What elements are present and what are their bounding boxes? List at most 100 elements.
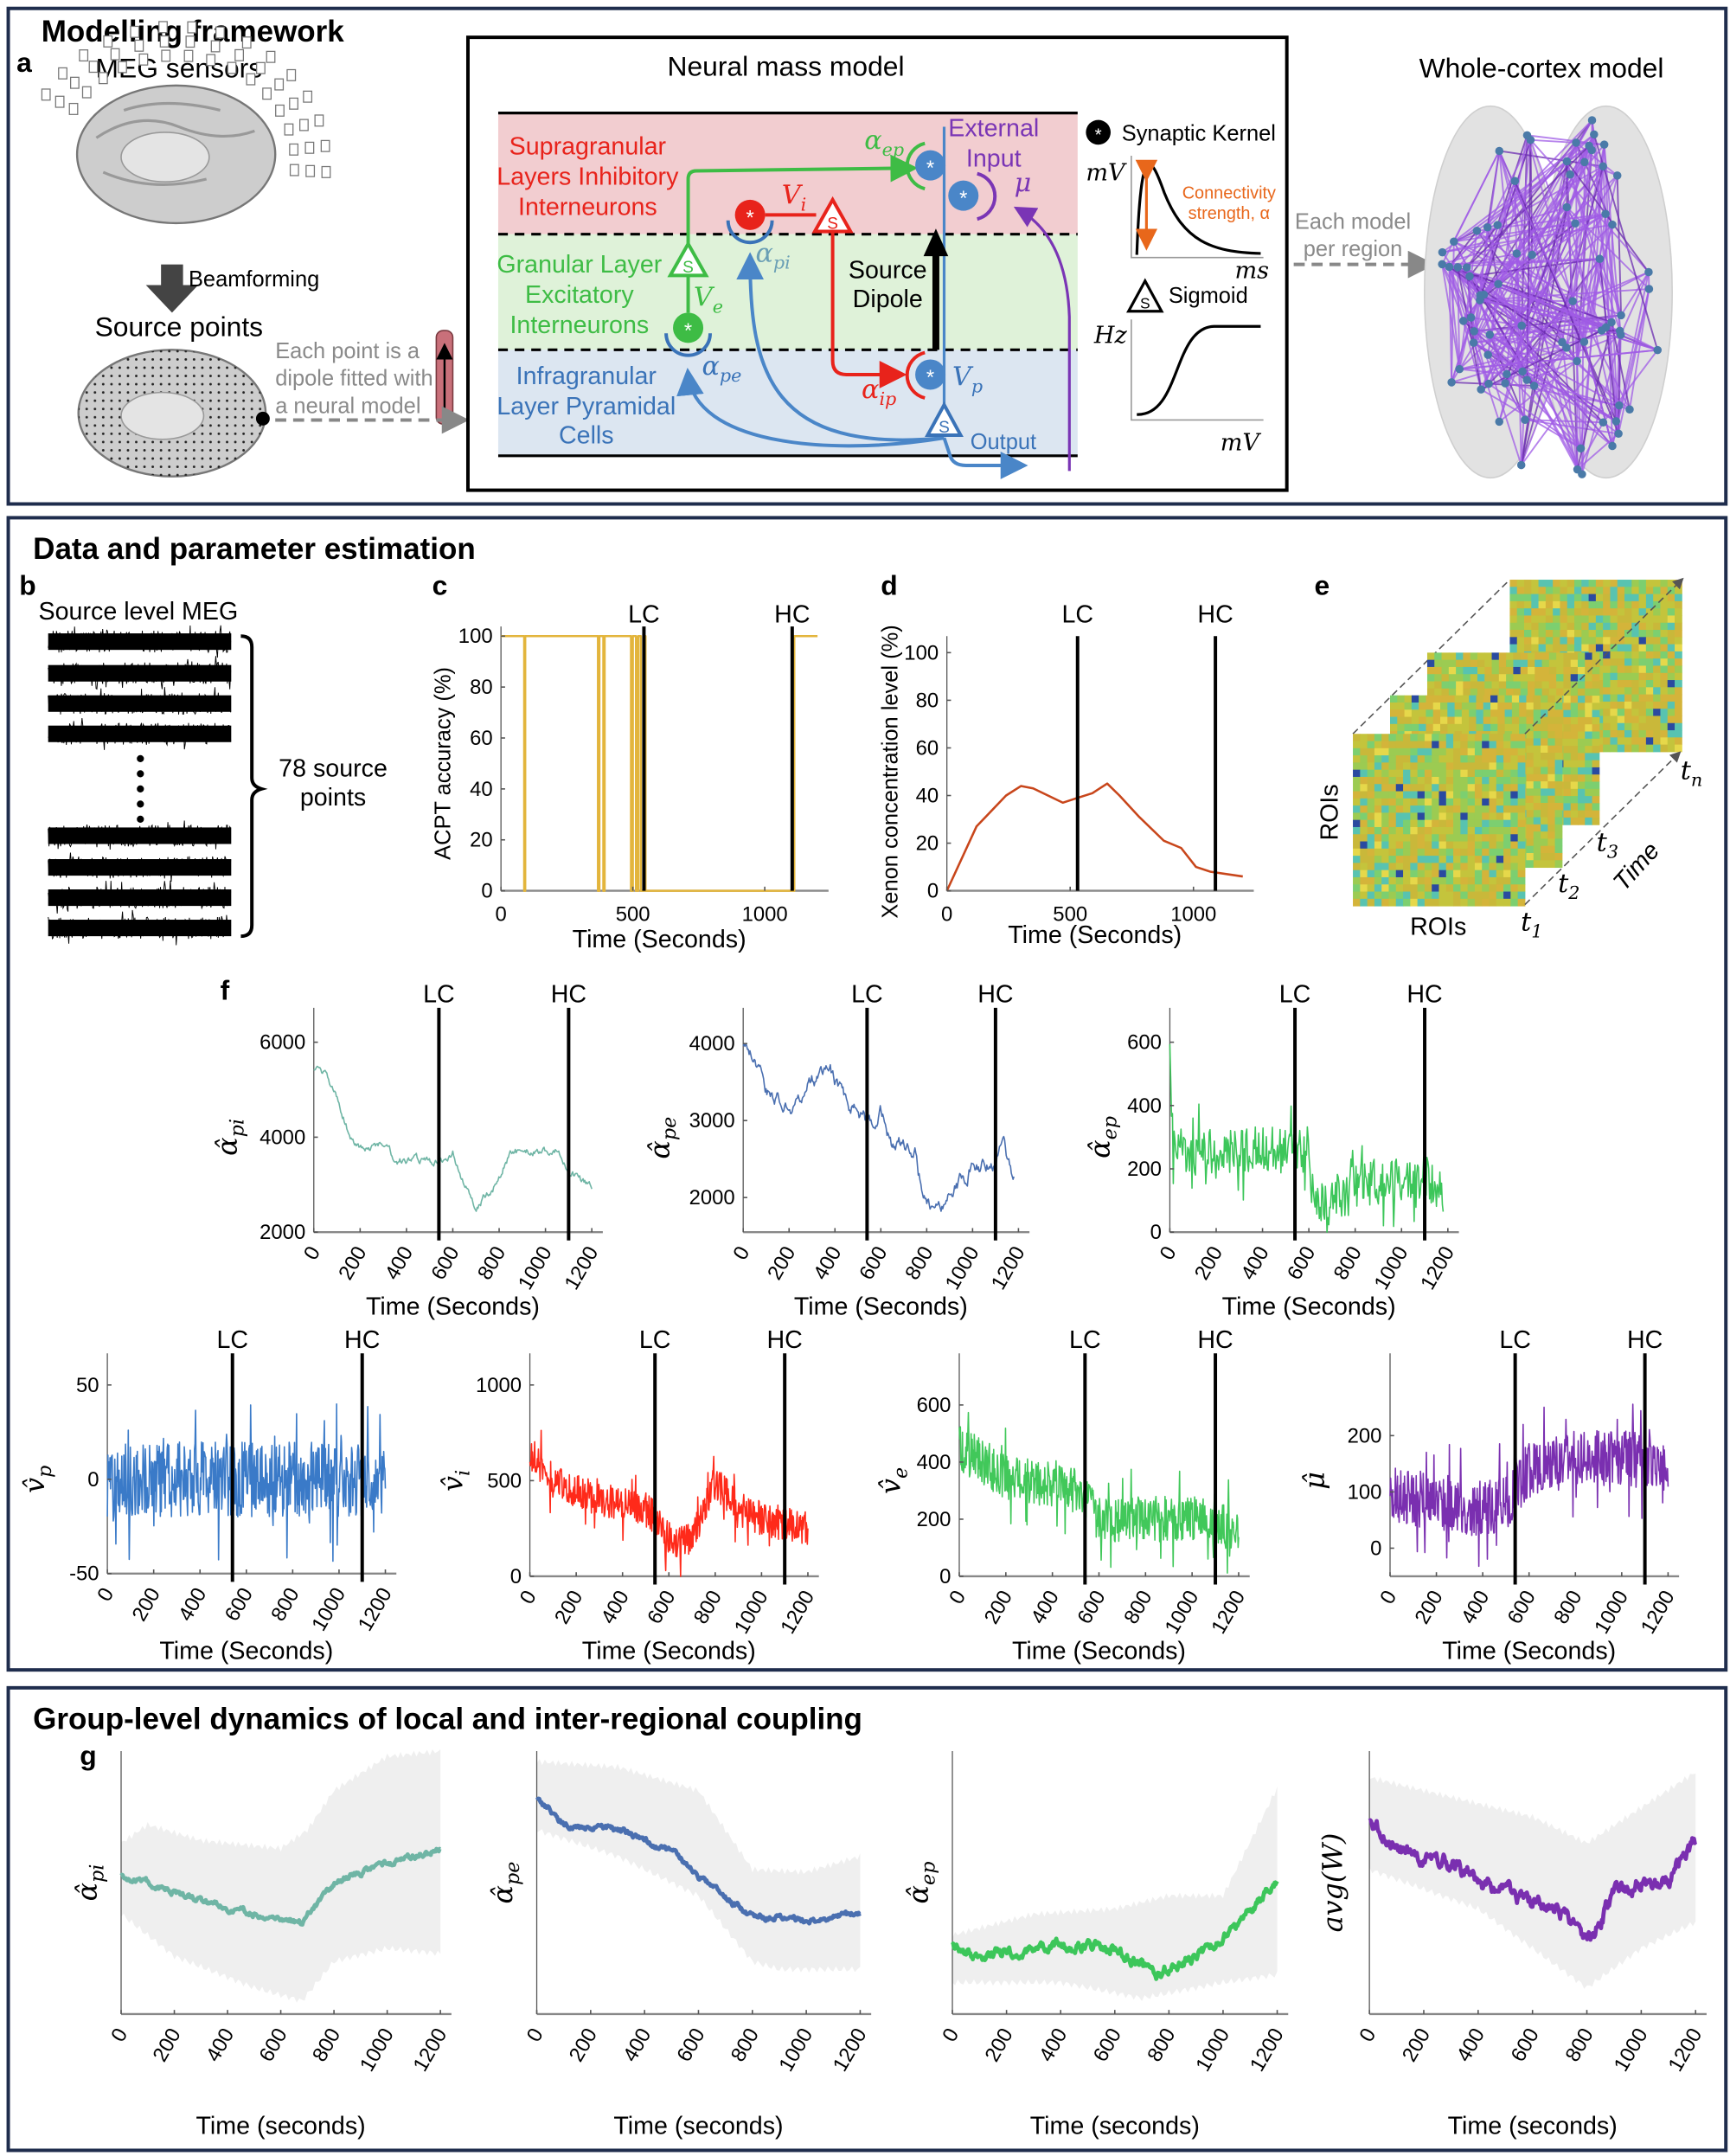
matrix-cell: [1388, 805, 1397, 813]
matrix-cell: [1519, 702, 1527, 710]
network-node: [1522, 131, 1532, 140]
matrix-cell: [1592, 731, 1600, 740]
matrix-cell: [1482, 791, 1490, 799]
matrix-cell: [1403, 776, 1411, 785]
matrix-cell: [1667, 744, 1676, 753]
matrix-cell: [1653, 615, 1661, 624]
network-edge: [1465, 266, 1508, 375]
meg-trace-core: [48, 633, 232, 651]
matrix-cell: [1489, 791, 1497, 799]
y-tick-label: 80: [470, 676, 493, 699]
matrix-cell: [1585, 716, 1593, 725]
matrix-cell: [1456, 674, 1464, 682]
matrix-cell: [1482, 748, 1490, 756]
matrix-cell: [1667, 701, 1676, 709]
matrix-cell: [1526, 767, 1535, 775]
matrix-cell: [1574, 644, 1582, 652]
sensor-square: [134, 39, 144, 52]
matrix-cell: [1367, 884, 1375, 893]
matrix-cell: [1503, 741, 1511, 749]
matrix-cell: [1581, 615, 1590, 624]
matrix-cell: [1390, 695, 1398, 703]
matrix-cell: [1563, 681, 1572, 690]
excitatory-kernel-icon: *: [673, 312, 704, 343]
network-edge: [1616, 175, 1623, 316]
matrix-cell: [1554, 860, 1563, 869]
matrix-cell: [1506, 666, 1514, 675]
matrix-cell: [1367, 863, 1375, 871]
matrix-cell: [1460, 769, 1469, 778]
matrix-cell: [1417, 755, 1426, 763]
matrix-cell: [1367, 805, 1375, 813]
series-line: [529, 1429, 809, 1577]
matrix-cell: [1541, 795, 1548, 804]
rois-x-label: ROIs: [1410, 914, 1466, 941]
matrix-cell: [1603, 658, 1611, 666]
matrix-cell: [1395, 805, 1404, 813]
matrix-cell: [1403, 769, 1411, 778]
network-edge: [1457, 266, 1461, 369]
matrix-cell: [1624, 600, 1632, 609]
matrix-cell: [1395, 791, 1404, 799]
t1-label: t1: [1521, 908, 1542, 942]
matrix-cell: [1381, 776, 1389, 785]
matrix-cell: [1467, 876, 1476, 885]
matrix-cell: [1510, 784, 1519, 792]
matrix-cell: [1547, 817, 1556, 825]
matrix-cell: [1610, 715, 1618, 724]
matrix-cell: [1585, 774, 1593, 782]
matrix-cell: [1610, 615, 1618, 624]
matrix-cell: [1367, 734, 1375, 741]
matrix-cell: [1489, 884, 1497, 893]
matrix-cell: [1470, 652, 1478, 661]
x-tick-label: 0: [496, 903, 507, 927]
matrix-cell: [1517, 805, 1526, 813]
matrix-cell: [1570, 731, 1579, 740]
matrix-cell: [1567, 615, 1575, 624]
matrix-cell: [1453, 734, 1461, 741]
matrix-cell: [1645, 701, 1654, 709]
matrix-cell: [1353, 812, 1361, 821]
network-node: [1528, 250, 1536, 260]
x-tick-label: 500: [616, 903, 650, 927]
matrix-cell: [1360, 898, 1368, 907]
matrix-cell: [1474, 891, 1483, 900]
matrix-cell: [1624, 672, 1632, 681]
meg-trace: [48, 718, 232, 750]
matrix-cell: [1474, 805, 1483, 813]
matrix-cell: [1631, 600, 1640, 609]
matrix-cell: [1653, 608, 1661, 616]
matrix-cell: [1553, 622, 1560, 631]
x-axis-label: Time (Seconds): [1442, 1637, 1616, 1665]
matrix-cell: [1585, 796, 1593, 804]
matrix-cell: [1474, 841, 1483, 850]
matrix-cell: [1653, 637, 1661, 645]
matrix-cell: [1453, 898, 1461, 907]
matrix-cell: [1538, 594, 1547, 602]
matrix-cell: [1519, 716, 1527, 725]
brace: [240, 634, 268, 939]
matrix-cell: [1547, 852, 1556, 861]
matrix-cell: [1526, 781, 1535, 789]
series-line: [742, 1043, 1015, 1212]
matrix-cell: [1638, 637, 1647, 645]
matrix-cell: [1474, 769, 1483, 778]
matrix-cell: [1631, 615, 1640, 624]
matrix-cell: [1470, 688, 1478, 696]
matrix-cell: [1374, 898, 1382, 907]
sensor-square: [304, 141, 315, 154]
matrix-cell: [1660, 658, 1669, 666]
matrix-cell: [1489, 748, 1497, 756]
matrix-cell: [1424, 841, 1432, 850]
matrix-cell: [1610, 665, 1618, 674]
matrix-cell: [1556, 674, 1564, 682]
matrix-cell: [1585, 746, 1593, 754]
matrix-cell: [1675, 701, 1682, 709]
matrix-cell: [1403, 869, 1411, 878]
sensor-square: [41, 88, 51, 101]
network-edge: [1576, 361, 1582, 449]
matrix-cell: [1424, 876, 1432, 885]
matrix-cell: [1367, 819, 1375, 828]
matrix-cell: [1496, 863, 1504, 871]
